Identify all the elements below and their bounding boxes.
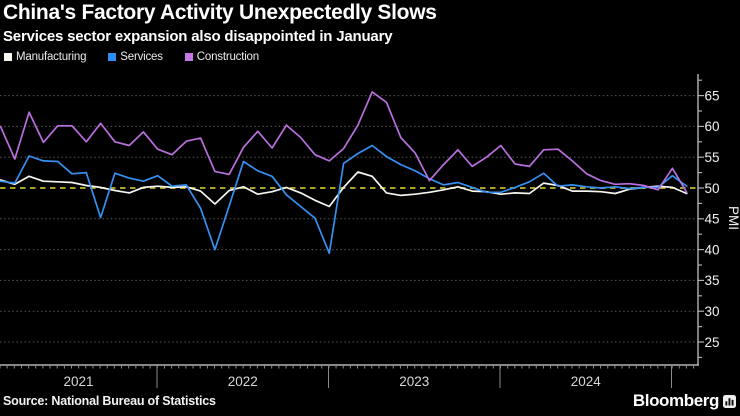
x-year-label: 2022 [228, 374, 258, 389]
axes: 2021 2022 2023 2024 25 30 35 40 45 50 55 60 65 PMI [0, 74, 740, 389]
series-line-construction [0, 91, 688, 194]
x-year-label: 2023 [399, 374, 429, 389]
x-year-label: 2021 [63, 374, 93, 389]
chart-title: China's Factory Activity Unexpectedly Sl… [3, 1, 437, 24]
legend-item-construction: Construction [184, 51, 259, 63]
source-note: Source: National Bureau of Statistics [3, 394, 216, 408]
y-tick-label: 40 [705, 242, 720, 257]
chart-subtitle: Services sector expansion also disappoin… [3, 28, 393, 45]
services-swatch-icon [108, 53, 117, 61]
bloomberg-brand: Bloomberg [633, 391, 736, 411]
x-year-label: 2024 [571, 374, 602, 389]
y-tick-label: 55 [705, 150, 720, 165]
y-tick-label: 45 [705, 212, 720, 227]
bloomberg-terminal-icon [723, 394, 736, 408]
y-tick-label: 25 [705, 335, 720, 350]
chart-legend: Manufacturing Services Construction [4, 51, 259, 63]
legend-label-manufacturing: Manufacturing [16, 51, 87, 63]
manufacturing-swatch-icon [4, 53, 12, 61]
y-tick-label: 30 [705, 304, 720, 319]
legend-item-services: Services [108, 51, 163, 63]
series-line-services [0, 144, 688, 255]
y-axis-title: PMI [726, 206, 740, 230]
construction-swatch-icon [184, 53, 193, 61]
gridlines [0, 95, 698, 343]
y-tick-label: 60 [705, 119, 720, 134]
bloomberg-wordmark: Bloomberg [632, 391, 720, 410]
legend-label-services: Services [120, 51, 163, 63]
y-tick-label: 50 [705, 181, 720, 196]
y-tick-label: 35 [705, 273, 720, 288]
series-line-manufacturing [0, 171, 688, 208]
y-tick-label: 65 [705, 88, 720, 103]
legend-label-construction: Construction [196, 51, 259, 63]
legend-item-manufacturing: Manufacturing [4, 51, 86, 63]
